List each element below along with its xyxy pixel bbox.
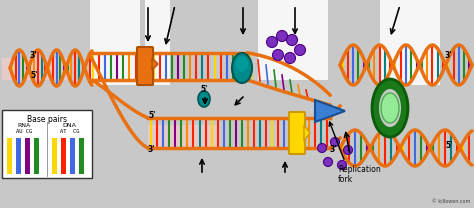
Text: 5': 5' bbox=[445, 140, 453, 150]
Bar bbox=[70, 138, 75, 174]
Bar bbox=[380, 0, 440, 85]
Bar bbox=[258, 0, 328, 80]
Ellipse shape bbox=[379, 89, 401, 127]
Circle shape bbox=[337, 161, 346, 170]
Text: DNA: DNA bbox=[63, 123, 76, 128]
Bar bbox=[34, 138, 39, 174]
Bar bbox=[148, 125, 218, 147]
Circle shape bbox=[266, 36, 277, 47]
Bar bbox=[145, 0, 170, 85]
Circle shape bbox=[344, 146, 353, 155]
Text: AT  CG: AT CG bbox=[60, 129, 79, 134]
Circle shape bbox=[323, 157, 332, 166]
Circle shape bbox=[286, 35, 298, 46]
Circle shape bbox=[273, 50, 283, 61]
Circle shape bbox=[284, 52, 295, 63]
Bar bbox=[2, 110, 92, 178]
Text: 3': 3' bbox=[30, 51, 37, 59]
Bar bbox=[2, 58, 72, 80]
Polygon shape bbox=[304, 125, 310, 141]
Text: 3': 3' bbox=[445, 51, 453, 59]
Circle shape bbox=[294, 45, 306, 56]
Bar bbox=[61, 138, 66, 174]
Ellipse shape bbox=[381, 93, 399, 123]
Bar bbox=[25, 138, 30, 174]
Polygon shape bbox=[315, 100, 345, 122]
Bar bbox=[7, 138, 12, 174]
Text: Base pairs: Base pairs bbox=[27, 115, 67, 124]
Ellipse shape bbox=[372, 79, 408, 137]
Ellipse shape bbox=[198, 91, 210, 107]
Polygon shape bbox=[152, 58, 158, 70]
Ellipse shape bbox=[232, 53, 252, 83]
Text: RNA: RNA bbox=[18, 123, 31, 128]
Bar bbox=[79, 138, 84, 174]
Circle shape bbox=[276, 31, 288, 42]
Ellipse shape bbox=[236, 56, 248, 72]
FancyBboxPatch shape bbox=[137, 47, 153, 85]
Bar bbox=[90, 0, 140, 85]
Text: 5': 5' bbox=[200, 85, 208, 94]
Text: © killowen.com: © killowen.com bbox=[432, 199, 470, 204]
Text: Replication
fork: Replication fork bbox=[338, 165, 381, 184]
Circle shape bbox=[330, 137, 339, 146]
Text: 5': 5' bbox=[30, 71, 37, 79]
Text: AU CG: AU CG bbox=[17, 129, 33, 134]
Text: 3': 3' bbox=[330, 146, 337, 155]
Bar bbox=[16, 138, 21, 174]
Text: 5': 5' bbox=[148, 110, 155, 120]
Circle shape bbox=[318, 144, 327, 152]
Bar bbox=[52, 138, 57, 174]
Text: 3': 3' bbox=[148, 146, 155, 155]
FancyBboxPatch shape bbox=[289, 112, 305, 154]
